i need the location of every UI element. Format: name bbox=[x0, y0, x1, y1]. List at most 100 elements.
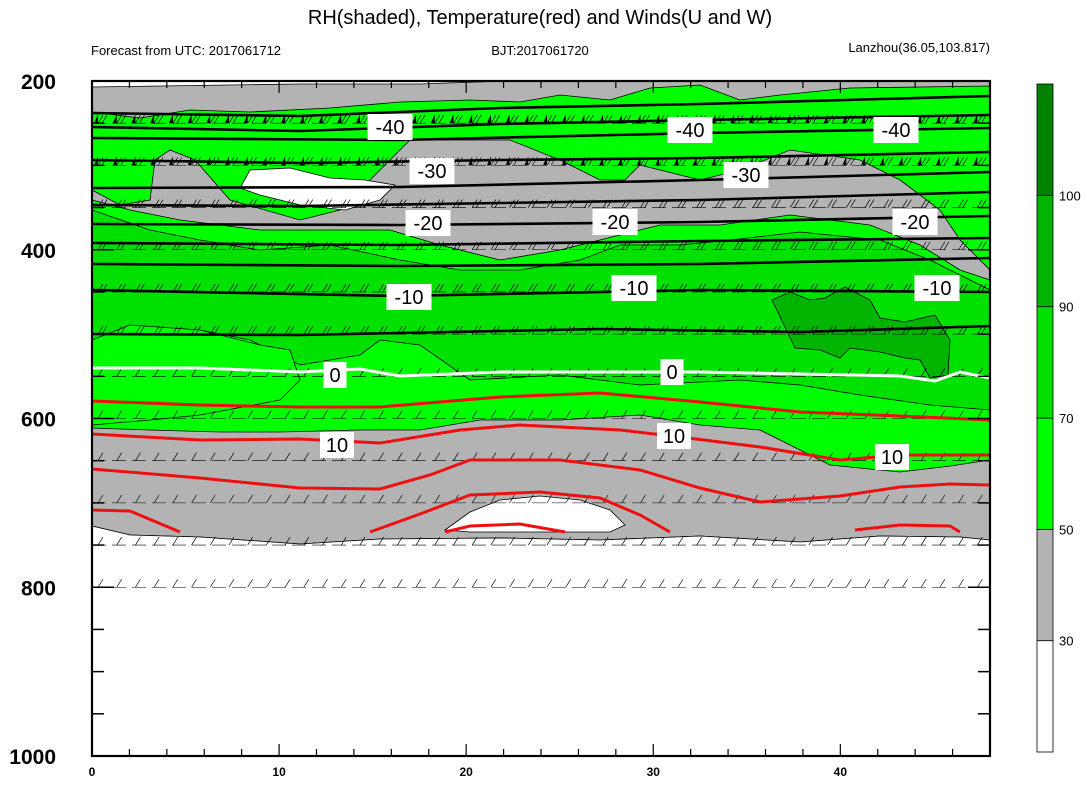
wind-barb bbox=[172, 325, 179, 335]
wind-barb bbox=[509, 410, 515, 419]
wind-barb bbox=[846, 536, 852, 546]
wind-barb bbox=[920, 494, 927, 504]
wind-barb bbox=[340, 115, 347, 124]
wind-barb bbox=[696, 494, 702, 504]
wind-barb bbox=[191, 410, 197, 419]
wind-barb bbox=[247, 452, 253, 461]
wind-barb bbox=[340, 536, 347, 546]
wind-barb bbox=[546, 410, 553, 419]
wind-barb bbox=[434, 494, 441, 504]
wind-barb-feather bbox=[494, 115, 501, 124]
wind-pennant bbox=[935, 156, 940, 166]
wind-barb bbox=[584, 410, 590, 419]
wind-barb bbox=[191, 325, 197, 335]
wind-barb bbox=[602, 536, 609, 546]
wind-barb bbox=[939, 536, 946, 546]
wind-pennant bbox=[917, 156, 922, 166]
wind-barb-feather bbox=[326, 325, 332, 335]
wind-barb bbox=[771, 157, 777, 166]
wind-barb bbox=[359, 283, 366, 293]
wind-barb bbox=[322, 410, 328, 419]
wind-barb bbox=[789, 199, 796, 208]
wind-barb bbox=[378, 536, 384, 546]
colorbar-segment bbox=[1036, 640, 1054, 753]
wind-barb bbox=[453, 283, 459, 293]
wind-barb bbox=[677, 241, 684, 250]
wind-barb-feather bbox=[812, 199, 819, 208]
wind-barb bbox=[715, 579, 721, 588]
wind-barb bbox=[116, 410, 123, 419]
wind-barb-feather bbox=[101, 115, 108, 124]
wind-barb bbox=[135, 410, 141, 419]
wind-barb-feather bbox=[120, 325, 127, 335]
wind-barb bbox=[97, 494, 104, 504]
wind-barb bbox=[546, 579, 553, 588]
wind-barb bbox=[172, 579, 179, 588]
wind-barb bbox=[322, 494, 328, 504]
wind-barb bbox=[434, 579, 441, 588]
wind-barb-feather bbox=[344, 115, 351, 124]
wind-barb bbox=[172, 536, 179, 546]
wind-barb bbox=[397, 579, 403, 588]
wind-barb bbox=[789, 241, 796, 250]
temperature-contours bbox=[92, 94, 990, 534]
wind-barb bbox=[97, 115, 104, 124]
wind-barb bbox=[303, 241, 310, 250]
wind-barb bbox=[808, 579, 815, 588]
wind-barb bbox=[228, 283, 235, 293]
wind-barb-feather bbox=[270, 325, 276, 335]
wind-barb bbox=[864, 494, 871, 504]
wind-barb bbox=[808, 157, 815, 166]
wind-barb bbox=[303, 410, 310, 419]
y-axis-tick-labels: 200 400 600 800 1000 bbox=[9, 71, 56, 769]
contour-label: -20 bbox=[601, 212, 630, 234]
wind-barb bbox=[920, 157, 927, 166]
wind-barb-feather bbox=[139, 325, 145, 335]
wind-barb bbox=[658, 536, 665, 546]
wind-barb bbox=[191, 452, 197, 461]
wind-barb bbox=[153, 536, 160, 546]
x-tick-label: 10 bbox=[272, 765, 286, 779]
wind-barb bbox=[415, 579, 422, 588]
rh-below-30-lower bbox=[443, 495, 626, 533]
wind-barb bbox=[602, 579, 609, 588]
wind-barb bbox=[565, 536, 572, 546]
wind-barb bbox=[771, 452, 777, 461]
temp-contour-red-4 bbox=[92, 490, 961, 534]
wind-pennant bbox=[224, 114, 229, 124]
wind-barb bbox=[228, 452, 235, 461]
wind-barb bbox=[939, 494, 946, 504]
wind-barb-feather bbox=[943, 157, 950, 166]
wind-barb bbox=[976, 115, 983, 124]
wind-barb bbox=[434, 115, 441, 124]
rh-below-30-upper bbox=[239, 167, 396, 211]
wind-pennant bbox=[823, 156, 828, 166]
wind-pennant bbox=[954, 156, 959, 166]
wind-pennant bbox=[206, 114, 211, 124]
wind-barb bbox=[527, 494, 534, 504]
wind-barb bbox=[658, 579, 665, 588]
wind-barb bbox=[827, 579, 833, 588]
wind-pennant bbox=[861, 156, 866, 166]
wind-barb-feather bbox=[494, 283, 501, 293]
contour-label: -40 bbox=[676, 120, 705, 142]
wind-barb bbox=[752, 241, 759, 250]
wind-barb bbox=[640, 241, 646, 250]
wind-barb-feather bbox=[700, 241, 706, 250]
wind-barb bbox=[135, 368, 141, 377]
wind-barb bbox=[827, 241, 833, 250]
wind-barb bbox=[509, 115, 515, 124]
wind-barb bbox=[883, 199, 890, 208]
wind-barb bbox=[135, 579, 141, 588]
wind-barb bbox=[621, 452, 628, 461]
wind-barb-feather bbox=[475, 325, 482, 335]
wind-barb-feather bbox=[569, 283, 576, 293]
contour-label-box bbox=[592, 209, 638, 235]
wind-barb bbox=[340, 579, 347, 588]
wind-barb bbox=[846, 579, 852, 588]
wind-barb bbox=[808, 199, 815, 208]
contour-label: 0 bbox=[666, 362, 677, 384]
wind-barb-feather bbox=[438, 115, 445, 124]
wind-barb bbox=[715, 410, 721, 419]
